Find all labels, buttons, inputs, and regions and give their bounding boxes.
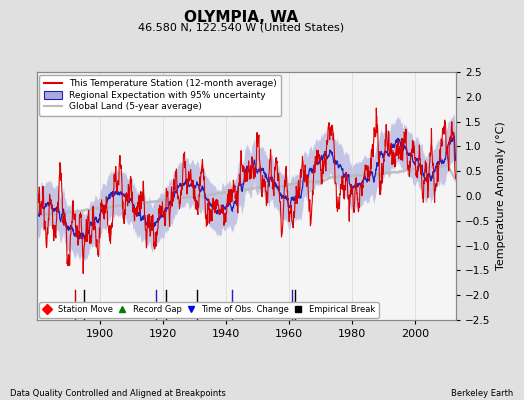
Text: Data Quality Controlled and Aligned at Breakpoints: Data Quality Controlled and Aligned at B… [10,389,226,398]
Text: Berkeley Earth: Berkeley Earth [451,389,514,398]
Text: 46.580 N, 122.540 W (United States): 46.580 N, 122.540 W (United States) [138,22,344,32]
Legend: Station Move, Record Gap, Time of Obs. Change, Empirical Break: Station Move, Record Gap, Time of Obs. C… [39,302,379,318]
Text: OLYMPIA, WA: OLYMPIA, WA [184,10,298,25]
Y-axis label: Temperature Anomaly (°C): Temperature Anomaly (°C) [496,122,506,270]
